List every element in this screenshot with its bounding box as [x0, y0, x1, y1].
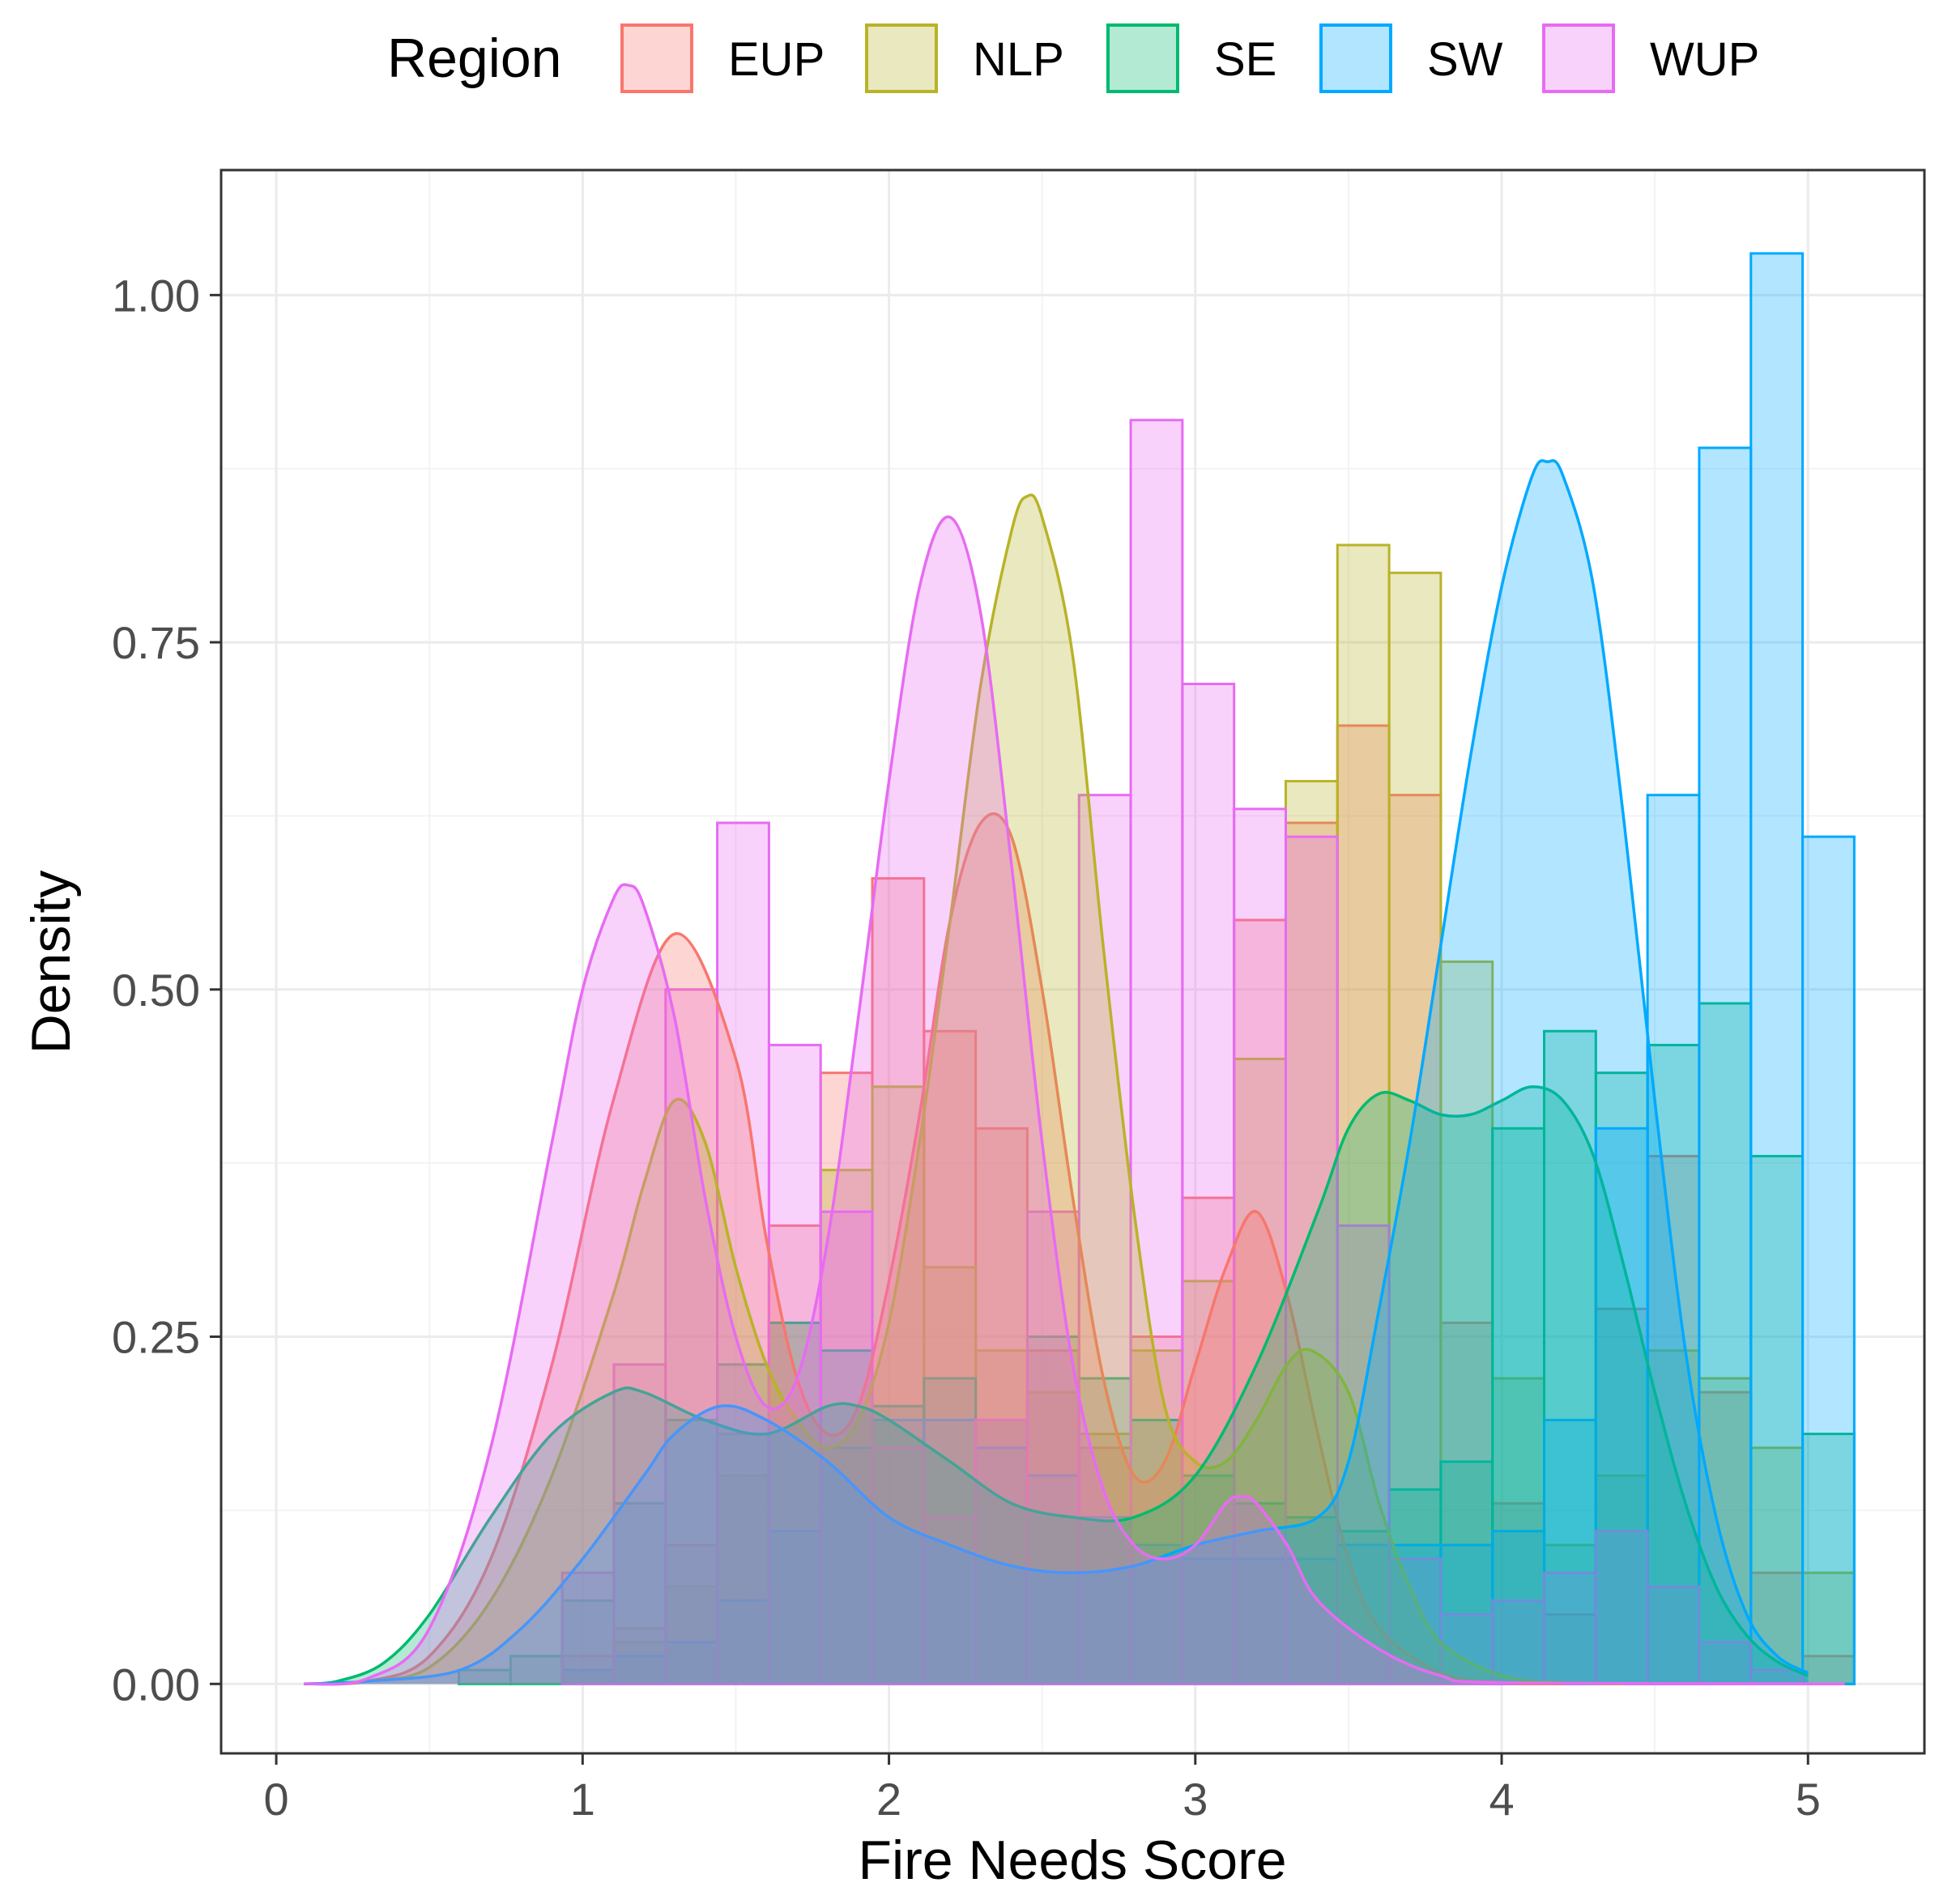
hist-bar-sw: [1749, 252, 1805, 1685]
legend: Region EUP NLP SE SW WUP: [387, 23, 1759, 94]
hist-bar-wup: [1387, 1557, 1442, 1685]
density-area-eup: [304, 813, 1563, 1685]
x-tick-label: 2: [876, 1774, 901, 1825]
legend-key-bg: [864, 23, 939, 94]
density-curve-eup: [304, 812, 1563, 1686]
hist-bar-eup: [1336, 724, 1391, 1685]
hist-bar-eup: [1439, 1321, 1494, 1685]
hist-bar-wup: [974, 1418, 1029, 1685]
legend-key-bg: [620, 23, 694, 94]
hist-bar-wup: [1646, 1585, 1701, 1685]
hist-bar-nlp: [1284, 780, 1339, 1685]
x-tick-label: 3: [1183, 1774, 1208, 1825]
hist-bar-eup: [664, 1544, 719, 1685]
y-tick-label: 0.75: [112, 617, 200, 668]
hist-bar-se: [1801, 1433, 1856, 1685]
hist-bar-wup: [767, 1043, 822, 1685]
hist-bar-nlp: [1439, 961, 1494, 1685]
plot-panel: [219, 168, 1926, 1755]
hist-bar-wup: [1284, 835, 1339, 1685]
hist-bar-nlp: [1543, 1544, 1597, 1685]
density-area-nlp: [304, 495, 1625, 1685]
hist-bar-se: [923, 1377, 978, 1685]
legend-item-eup: EUP: [620, 23, 825, 94]
hist-bar-se: [1387, 1488, 1442, 1685]
x-tick-label: 1: [570, 1774, 595, 1825]
hist-bar-sw: [1543, 1418, 1597, 1685]
hist-bar-nlp: [1077, 1433, 1132, 1685]
legend-label: EUP: [728, 33, 825, 86]
hist-bar-eup: [1077, 1446, 1132, 1685]
hist-bar-eup: [1233, 918, 1287, 1685]
hist-bar-wup: [1025, 1210, 1080, 1685]
hist-bar-se: [1336, 1530, 1391, 1685]
hist-bar-sw: [1491, 1530, 1546, 1685]
legend-key-swatch: [1542, 23, 1615, 93]
hist-bar-eup: [1594, 1307, 1649, 1685]
hist-bar-sw: [1801, 835, 1856, 1685]
hist-bar-se: [1749, 1155, 1805, 1685]
hist-series-sw: [560, 252, 1856, 1685]
legend-key-swatch: [620, 23, 693, 93]
hist-bar-nlp: [1387, 571, 1442, 1685]
y-tick-label: 0.00: [112, 1659, 200, 1710]
legend-key-bg: [1106, 23, 1180, 94]
hist-bar-nlp: [664, 1585, 719, 1685]
density-curve-sw: [304, 459, 1809, 1685]
legend-label: SW: [1427, 33, 1503, 86]
panel-border: [219, 168, 1926, 1755]
x-tick-label: 0: [264, 1774, 289, 1825]
hist-bar-se: [1594, 1071, 1649, 1685]
x-tick-label: 5: [1796, 1774, 1821, 1825]
legend-label: SE: [1214, 33, 1276, 86]
y-axis: 0.00 0.25 0.50 0.75 1.00: [112, 270, 221, 1710]
hist-series-eup: [560, 724, 1856, 1685]
density-area-se: [304, 1086, 1809, 1685]
y-tick-label: 0.50: [112, 965, 200, 1016]
hist-bar-wup: [612, 1363, 667, 1685]
hist-bar-sw: [1646, 794, 1701, 1685]
legend-key-swatch: [1319, 23, 1392, 93]
legend-key-bg: [1319, 23, 1393, 94]
hist-bar-nlp: [1698, 1377, 1753, 1685]
y-axis-title: Density: [20, 871, 82, 1054]
legend-item-wup: WUP: [1541, 23, 1759, 94]
hist-series-se: [458, 1002, 1856, 1685]
x-tick-label: 4: [1489, 1774, 1514, 1825]
legend-key-swatch: [1106, 23, 1179, 93]
legend-title: Region: [387, 28, 562, 89]
hist-bar-wup: [1181, 683, 1236, 1685]
y-tick-label: 0.25: [112, 1312, 200, 1363]
legend-item-sw: SW: [1319, 23, 1503, 94]
density-area-wup: [304, 517, 1845, 1685]
hist-bar-sw: [1077, 1515, 1132, 1685]
density-curve-nlp: [304, 493, 1625, 1685]
hist-bar-wup: [1233, 807, 1287, 1685]
x-axis: 0 1 2 3 4 5: [264, 1753, 1821, 1825]
legend-item-nlp: NLP: [864, 23, 1064, 94]
legend-key-bg: [1541, 23, 1616, 94]
x-axis-title: Fire Needs Score: [858, 1829, 1286, 1891]
density-curve-se: [303, 1085, 1809, 1685]
hist-bar-sw: [871, 1418, 926, 1685]
legend-key-swatch: [865, 23, 938, 93]
density-area-sw: [304, 460, 1809, 1685]
legend-item-se: SE: [1106, 23, 1276, 94]
hist-bar-sw: [1284, 1557, 1339, 1685]
hist-bar-wup: [716, 821, 770, 1685]
density-curve-wup: [303, 515, 1845, 1686]
legend-label: WUP: [1650, 33, 1759, 86]
y-tick-label: 1.00: [112, 270, 200, 321]
legend-label: NLP: [973, 33, 1064, 86]
hist-bar-se: [1181, 1474, 1236, 1685]
hist-bar-wup: [1543, 1571, 1597, 1685]
